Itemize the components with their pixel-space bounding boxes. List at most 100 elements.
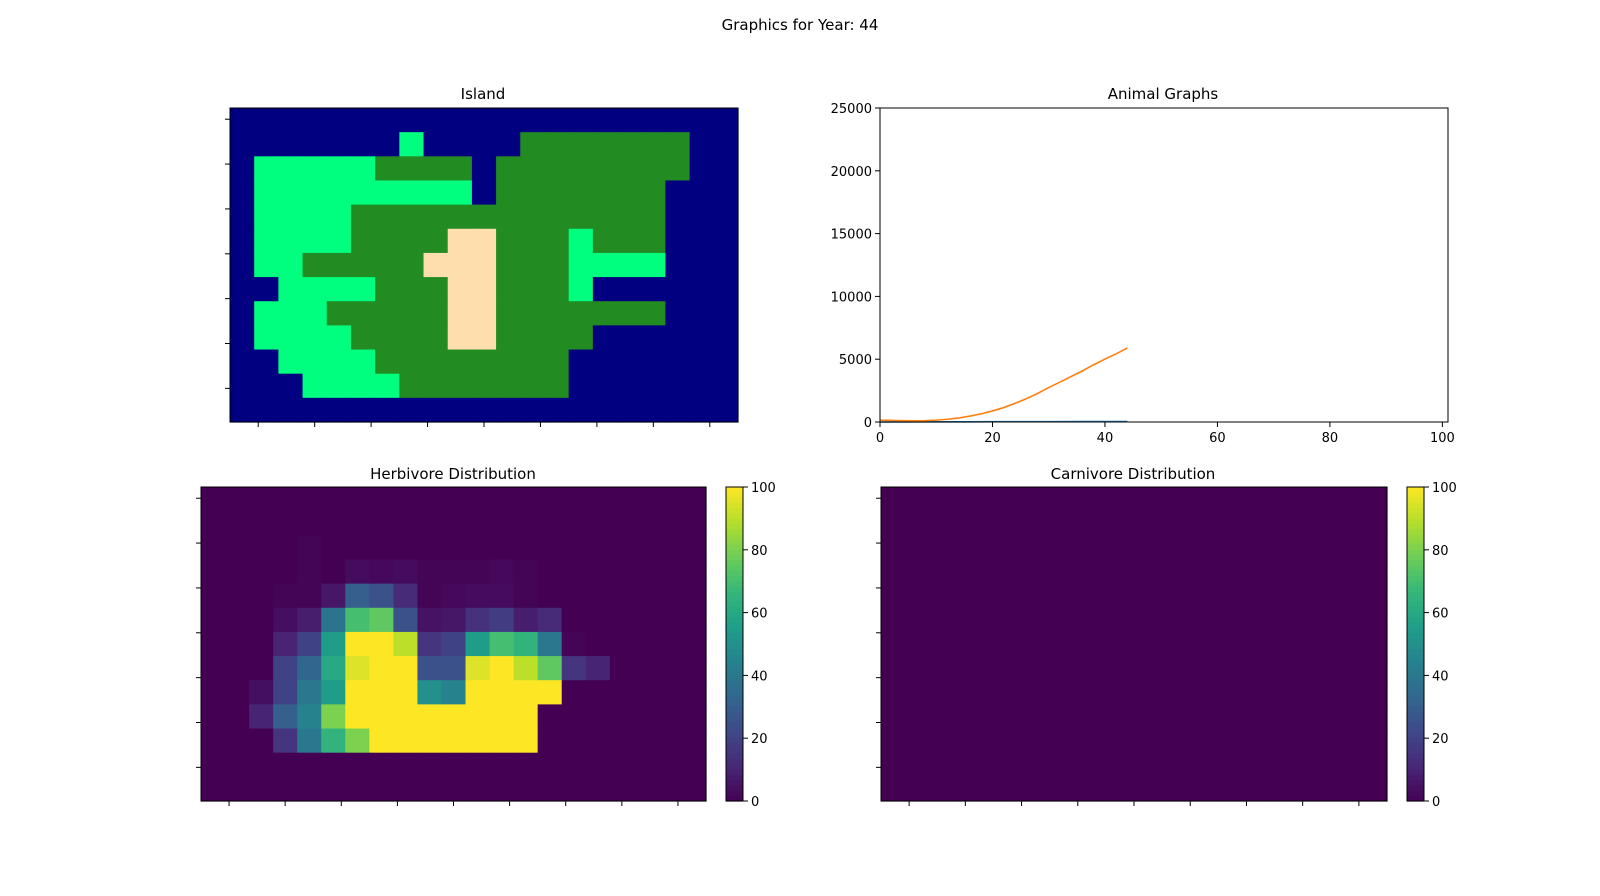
herbivore-colorbar-segment <box>726 560 743 567</box>
herbivore-cell <box>321 752 346 778</box>
island-cell-highland <box>617 132 642 157</box>
herbivore-cell <box>633 752 659 778</box>
carnivore-cell <box>1266 511 1292 536</box>
herbivore-cell <box>369 559 394 585</box>
carnivore-cell <box>1170 559 1195 585</box>
herbivore-colorbar-segment <box>726 759 743 765</box>
island-cell-water <box>713 108 739 133</box>
island-cell-water <box>230 373 255 399</box>
herbivore-cell <box>417 704 443 730</box>
carnivore-colorbar-frame <box>1406 486 1425 802</box>
herbivore-cell <box>297 656 322 681</box>
carnivore-cell <box>1049 535 1075 561</box>
island-cell-lowland <box>399 180 425 206</box>
island-cell-lowland <box>326 204 352 230</box>
island-cell-water <box>617 325 642 351</box>
carnivore-cell <box>1097 656 1123 681</box>
island-cell-highland <box>592 132 618 157</box>
herbivore-cell <box>465 559 491 585</box>
herbivore-cell <box>393 776 419 802</box>
carnivore-cell <box>1314 704 1340 730</box>
island-cell-highland <box>399 349 425 375</box>
herbivore-colorbar-segment <box>726 502 743 509</box>
herbivore-cell <box>537 607 563 633</box>
carnivore-cell <box>881 728 906 754</box>
carnivore-cell <box>1338 559 1364 585</box>
herbivore-cell <box>609 535 635 561</box>
carnivore-colorbar-segment <box>1407 675 1424 682</box>
island-cell-water <box>254 132 279 157</box>
herbivore-cell <box>417 680 443 705</box>
carnivore-colorbar-segment <box>1407 497 1424 504</box>
island-cell-lowland <box>617 252 642 278</box>
herbivore-cell <box>369 583 394 609</box>
herbivore-cell <box>273 631 298 657</box>
carnivore-cell <box>905 559 930 585</box>
carnivore-cell <box>953 728 978 754</box>
herbivore-cell <box>657 728 683 754</box>
island-cell-lowland <box>350 373 376 399</box>
herbivore-colorbar-segment <box>726 523 743 530</box>
carnivore-cell <box>1121 487 1147 512</box>
herbivore-colorbar-segment <box>726 748 743 755</box>
carnivore-cell <box>953 607 978 633</box>
island-cell-water <box>592 277 618 302</box>
carnivore-cell <box>1049 776 1075 802</box>
carnivore-colorbar-segment <box>1407 659 1424 666</box>
herbivore-colorbar-segment <box>726 675 743 682</box>
herbivore-colorbar-label: 100 <box>751 481 776 496</box>
carnivore-cell <box>1025 535 1051 561</box>
island-cell-water <box>278 108 304 133</box>
carnivore-cell <box>1025 656 1051 681</box>
island-cell-water <box>665 252 691 278</box>
carnivore-colorbar-segment <box>1407 743 1424 750</box>
carnivore-cell <box>1290 487 1316 512</box>
herbivore-cell <box>633 511 659 536</box>
herbivore-cell <box>201 511 226 536</box>
herbivore-cell <box>249 704 274 730</box>
carnivore-cell <box>1001 752 1027 778</box>
carnivore-colorbar-segment <box>1407 644 1424 650</box>
herbivore-cell <box>345 631 370 657</box>
island-cell-water <box>689 397 715 423</box>
carnivore-cell <box>905 680 930 705</box>
carnivore-cell <box>1073 752 1099 778</box>
island-cell-water <box>713 301 739 326</box>
carnivore-cell <box>905 511 930 536</box>
herbivore-cell <box>225 728 250 754</box>
carnivore-cell <box>1025 704 1051 730</box>
herbivore-cell <box>273 487 298 512</box>
carnivore-cell <box>1266 752 1292 778</box>
island-cell-highland <box>568 180 594 206</box>
herbivore-cell <box>489 511 515 536</box>
herbivore-cell <box>441 656 467 681</box>
x-tick-label: 20 <box>984 431 1001 446</box>
carnivore-cell <box>977 728 1003 754</box>
herbivore-cell <box>681 511 707 536</box>
carnivore-cell <box>1290 752 1316 778</box>
carnivore-cell <box>1218 728 1244 754</box>
herbivore-cell <box>249 487 274 512</box>
herbivore-cell <box>609 511 635 536</box>
carnivore-cell <box>1266 487 1292 512</box>
herbivore-cell <box>633 704 659 730</box>
carnivore-cell <box>1001 656 1027 681</box>
herbivore-colorbar-segment <box>726 717 743 724</box>
carnivore-cell <box>1194 583 1219 609</box>
carnivore-cell <box>1001 631 1027 657</box>
carnivore-cell <box>1194 487 1219 512</box>
carnivore-cell <box>1290 656 1316 681</box>
island-cell-lowland <box>302 373 328 399</box>
island-cell-highland <box>617 228 642 254</box>
herbivore-cell <box>513 559 539 585</box>
herbivore-cell <box>561 583 587 609</box>
herbivore-colorbar-segment <box>726 785 743 792</box>
carnivore-cell <box>1218 752 1244 778</box>
herbivore-cell <box>609 656 635 681</box>
carnivore-cell <box>905 776 930 802</box>
herbivore-colorbar-segment <box>726 753 743 760</box>
carnivore-cell <box>1194 776 1219 802</box>
island-cell-highland <box>641 301 667 326</box>
island-cell-lowland <box>326 349 352 375</box>
